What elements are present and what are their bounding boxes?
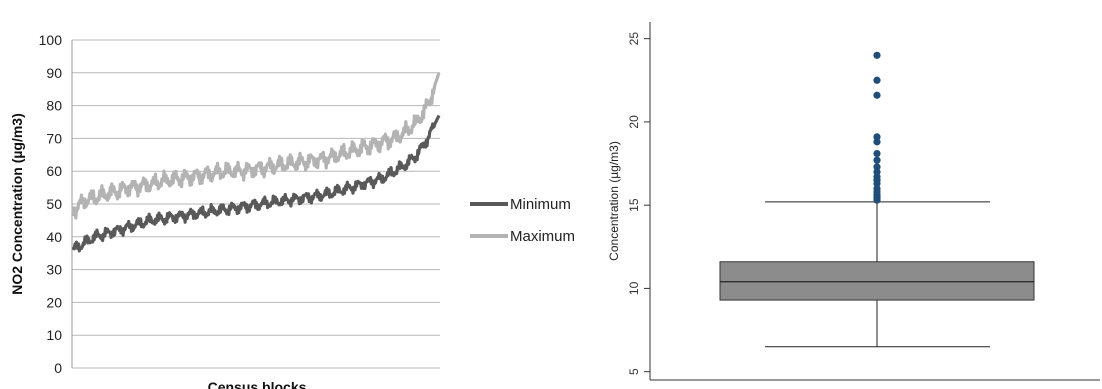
y-tick-label: 100 xyxy=(39,32,63,48)
y-tick-label: 30 xyxy=(46,262,62,278)
outlier-points xyxy=(873,51,881,204)
legend: Minimum Maximum xyxy=(470,196,575,245)
legend-label-maximum: Maximum xyxy=(510,228,575,245)
interquartile-box xyxy=(719,261,1035,301)
y-tick-label: 70 xyxy=(46,130,62,146)
y-tick-label: 0 xyxy=(54,360,62,376)
y-axis-title: Concentration (µg/m3) xyxy=(607,141,621,261)
x-axis-title: Census blocks xyxy=(208,379,307,389)
outlier-point xyxy=(873,138,881,146)
outlier-point xyxy=(873,156,881,164)
outlier-point xyxy=(873,163,881,171)
y-tick-label: 50 xyxy=(46,196,62,212)
outlier-point xyxy=(873,51,881,59)
outlier-point xyxy=(873,184,881,193)
y-tick-label: 80 xyxy=(46,98,62,114)
outlier-point xyxy=(873,91,881,99)
y-ticks: 5 10 15 20 25 xyxy=(627,32,650,375)
y-tick-label: 10 xyxy=(46,327,62,343)
outlier-point xyxy=(873,168,881,176)
outlier-point xyxy=(873,76,881,84)
y-axis-title: NO2 Concentration (µg/m3) xyxy=(9,113,25,295)
y-tick-label: 5 xyxy=(627,368,641,375)
y-tick-label: 25 xyxy=(627,32,641,46)
y-tick-label: 20 xyxy=(46,294,62,310)
no2-line-chart: 0 10 20 30 40 50 60 70 80 90 100 NO2 Concentration… xyxy=(9,32,575,389)
series-lines xyxy=(71,72,441,253)
y-tick-label: 10 xyxy=(627,281,641,295)
concentration-box-plot: 5 10 15 20 25 Concentration (µg/m3) xyxy=(607,22,1100,381)
y-tick-label: 20 xyxy=(627,115,641,129)
legend-label-minimum: Minimum xyxy=(510,196,571,213)
y-tick-label: 40 xyxy=(46,229,62,245)
y-tick-label: 60 xyxy=(46,163,62,179)
y-tick-label: 15 xyxy=(627,198,641,212)
y-tick-labels: 0 10 20 30 40 50 60 70 80 90 100 xyxy=(39,32,63,376)
box-plot xyxy=(719,201,1035,348)
outlier-point xyxy=(873,133,881,141)
series-line-maximum xyxy=(71,72,441,220)
y-tick-label: 90 xyxy=(46,65,62,81)
series-line-minimum xyxy=(71,114,441,253)
outlier-point xyxy=(873,149,881,158)
outlier-point xyxy=(873,173,881,181)
